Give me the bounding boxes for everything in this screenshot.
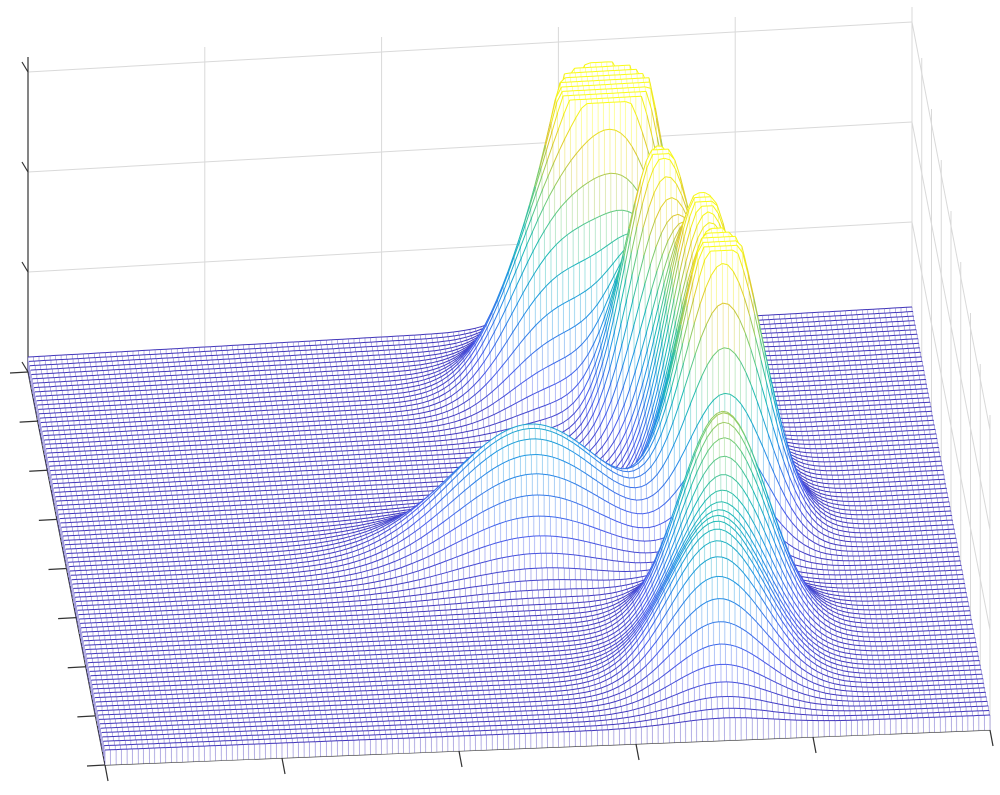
y-tick [29, 469, 48, 472]
y-tick [77, 715, 96, 718]
x-tick [635, 743, 640, 761]
axis-ticks [9, 61, 994, 782]
y-tick [38, 518, 57, 521]
z-tick [21, 361, 29, 373]
axes-grid [27, 7, 991, 731]
x-tick [812, 736, 817, 754]
surface-row [104, 714, 991, 765]
grid-line-side-horizontal [911, 221, 991, 631]
x-tick [281, 757, 286, 775]
z-tick [21, 161, 29, 173]
x-tick [458, 750, 463, 768]
x-tick [989, 729, 994, 747]
y-tick [58, 617, 77, 620]
grid-line-back-horizontal [27, 121, 913, 173]
surface-mesh [27, 61, 991, 765]
grid-line-side-horizontal [911, 21, 991, 431]
z-tick [21, 61, 29, 73]
z-tick [21, 261, 29, 273]
grid-line-side-horizontal [911, 121, 991, 531]
x-tick [104, 764, 109, 782]
y-tick [19, 420, 38, 423]
y-tick [9, 371, 29, 374]
y-tick [67, 666, 86, 669]
y-tick [86, 764, 106, 767]
y-tick [48, 567, 67, 571]
grid-line-back-horizontal [27, 221, 913, 273]
grid-line-back-horizontal [27, 21, 913, 73]
